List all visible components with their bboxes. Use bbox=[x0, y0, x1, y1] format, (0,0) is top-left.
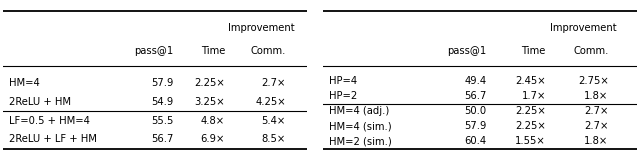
Text: HM=4 (sim.): HM=4 (sim.) bbox=[330, 121, 392, 131]
Text: 2.7×: 2.7× bbox=[584, 121, 609, 131]
Text: pass@1: pass@1 bbox=[134, 46, 173, 56]
Text: 2.75×: 2.75× bbox=[578, 76, 609, 86]
Text: 6.9×: 6.9× bbox=[201, 134, 225, 144]
Text: 56.7: 56.7 bbox=[151, 134, 173, 144]
Text: 2.45×: 2.45× bbox=[515, 76, 546, 86]
Text: 49.4: 49.4 bbox=[464, 76, 486, 86]
Text: Improvement: Improvement bbox=[228, 23, 295, 33]
Text: HP=2: HP=2 bbox=[330, 91, 358, 101]
Text: 1.55×: 1.55× bbox=[515, 136, 546, 146]
Text: 60.4: 60.4 bbox=[464, 136, 486, 146]
Text: 56.7: 56.7 bbox=[464, 91, 486, 101]
Text: 3.25×: 3.25× bbox=[195, 97, 225, 107]
Text: HP=4: HP=4 bbox=[330, 76, 358, 86]
Text: Time: Time bbox=[201, 46, 225, 56]
Text: LF=0.5 + HM=4: LF=0.5 + HM=4 bbox=[10, 116, 90, 126]
Text: 4.25×: 4.25× bbox=[255, 97, 286, 107]
Text: 2.25×: 2.25× bbox=[195, 78, 225, 88]
Text: 2ReLU + HM: 2ReLU + HM bbox=[10, 97, 71, 107]
Text: 2.25×: 2.25× bbox=[515, 121, 546, 131]
Text: 2.25×: 2.25× bbox=[515, 106, 546, 116]
Text: 2ReLU + LF + HM: 2ReLU + LF + HM bbox=[10, 134, 97, 144]
Text: 50.0: 50.0 bbox=[464, 106, 486, 116]
Text: 5.4×: 5.4× bbox=[262, 116, 286, 126]
Text: HM=2 (sim.): HM=2 (sim.) bbox=[330, 136, 392, 146]
Text: 4.8×: 4.8× bbox=[201, 116, 225, 126]
Text: 1.8×: 1.8× bbox=[584, 91, 609, 101]
Text: 57.9: 57.9 bbox=[151, 78, 173, 88]
Text: Comm.: Comm. bbox=[250, 46, 286, 56]
Text: 1.8×: 1.8× bbox=[584, 136, 609, 146]
Text: 1.7×: 1.7× bbox=[522, 91, 546, 101]
Text: 2.7×: 2.7× bbox=[584, 106, 609, 116]
Text: 57.9: 57.9 bbox=[464, 121, 486, 131]
Text: 55.5: 55.5 bbox=[151, 116, 173, 126]
Text: Time: Time bbox=[522, 46, 546, 56]
Text: 2.7×: 2.7× bbox=[262, 78, 286, 88]
Text: 8.5×: 8.5× bbox=[262, 134, 286, 144]
Text: 54.9: 54.9 bbox=[151, 97, 173, 107]
Text: Comm.: Comm. bbox=[573, 46, 609, 56]
Text: pass@1: pass@1 bbox=[447, 46, 486, 56]
Text: HM=4: HM=4 bbox=[10, 78, 40, 88]
Text: HM=4 (adj.): HM=4 (adj.) bbox=[330, 106, 390, 116]
Text: Improvement: Improvement bbox=[550, 23, 617, 33]
